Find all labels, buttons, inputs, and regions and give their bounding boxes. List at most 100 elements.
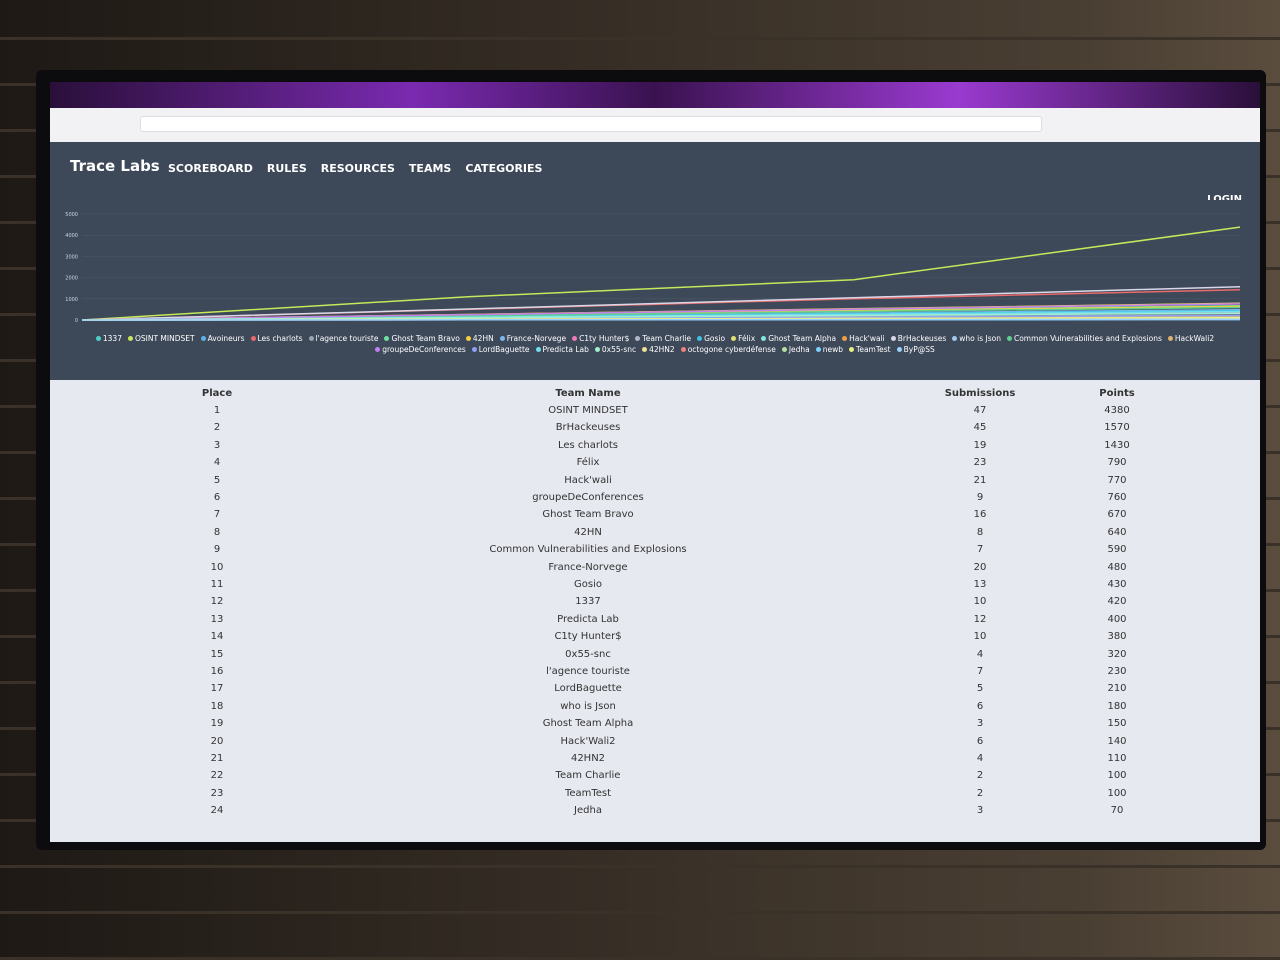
legend-swatch [308,336,314,341]
place: 4 [213,457,221,469]
points: 4380 [1104,405,1130,416]
nav-link[interactable]: RESOURCES [320,162,395,175]
submissions: 6 [976,700,984,712]
legend-swatch [535,347,541,352]
column-header: Team Name [555,388,621,399]
nav-link[interactable]: TEAMS [408,162,452,175]
legend-entry[interactable]: ByP@SS [896,345,935,354]
legend-swatch [849,347,855,352]
legend-entry[interactable]: TeamTest [849,345,891,354]
place: 11 [210,579,224,590]
legend-entry[interactable]: Jedha [781,345,810,354]
legend-entry[interactable]: France-Norvege [499,334,566,343]
legend-entry[interactable]: l'agence touriste [308,334,378,343]
legend-entry[interactable]: newb [815,345,843,354]
legend-entry[interactable]: Gosio [697,334,725,343]
legend-entry[interactable]: Les charlots [250,334,303,343]
team-name: l'agence touriste [546,666,630,677]
legend-entry[interactable]: HackWali2 [1167,334,1214,343]
legend-entry[interactable]: groupeDeConferences [375,345,466,354]
points: 770 [1107,474,1127,486]
points: 380 [1107,631,1127,643]
team-name: OSINT MINDSET [548,405,628,416]
login-link[interactable]: LOGIN [1207,194,1242,205]
submissions: 2 [976,770,984,782]
place: 17 [210,683,224,695]
nav-link[interactable]: CATEGORIES [465,162,543,175]
points: 150 [1107,718,1127,730]
legend-label: 0x55-snc [601,345,637,354]
submissions: 10 [973,631,987,643]
points: 480 [1107,561,1127,573]
place: 10 [210,561,224,573]
legend-entry[interactable]: Common Vulnerabilities and Explosions [1006,334,1162,343]
legend-swatch [842,336,848,341]
team-name: BrHackeuses [555,422,621,434]
legend-label: Hack'wali [849,334,885,343]
column-header: Place [201,388,233,399]
legend-swatch [680,347,686,352]
points: 400 [1107,613,1127,625]
legend-entry[interactable]: 0x55-snc [594,345,637,354]
legend-entry[interactable]: C1ty Hunter$ [572,334,629,343]
legend-entry[interactable]: Ghost Team Alpha [761,334,836,343]
browser-toolbar [50,108,1260,143]
team-name: LordBaguette [554,683,622,695]
points: 230 [1107,666,1127,677]
team-name: France-Norvege [548,561,628,573]
legend-swatch [471,347,477,352]
place: 23 [210,787,224,799]
legend-entry[interactable]: Ghost Team Bravo [384,334,460,343]
legend-entry[interactable]: Avoineurs [200,334,245,343]
legend-entry[interactable]: Hack'wali [842,334,885,343]
legend-entry[interactable]: octogone cyberdéfense [680,345,776,354]
legend-entry[interactable]: BrHackeuses [890,334,946,343]
team-name: 42HN2 [570,753,606,764]
legend-entry[interactable]: 42HN2 [642,345,675,354]
legend-entry[interactable]: Félix [731,334,755,343]
nav-link[interactable]: SCOREBOARD [168,162,253,175]
legend-label: 42HN [472,334,494,343]
submissions: 23 [973,457,987,469]
legend-entry[interactable]: 42HN [465,334,494,343]
team-name: 0x55-snc [565,648,611,660]
points: 670 [1107,509,1127,521]
legend-entry[interactable]: who is Json [952,334,1001,343]
legend-swatch [250,336,256,341]
legend-swatch [465,336,471,341]
legend-swatch [594,347,600,352]
y-tick-label: 4000 [65,233,78,239]
legend-label: Team Charlie [642,334,692,343]
legend-entry[interactable]: OSINT MINDSET [127,334,195,343]
legend-entry[interactable]: 1337 [95,334,122,343]
brand[interactable]: Trace Labs [70,157,160,175]
desktop-wallpaper [50,82,1260,108]
submissions: 47 [973,405,987,416]
team-name: Ghost Team Bravo [542,509,634,521]
legend-entry[interactable]: Team Charlie [635,334,691,343]
team-name: Hack'Wali2 [560,735,616,747]
url-bar[interactable] [140,116,1042,132]
place: 3 [213,439,221,451]
place: 13 [210,613,224,625]
submissions: 9 [976,492,984,503]
legend-label: Félix [738,334,756,343]
place: 12 [210,596,224,608]
submissions: 8 [976,526,984,538]
legend-swatch [499,336,505,341]
team-name: Predicta Lab [557,613,619,625]
series-line [81,226,1241,321]
team-name: C1ty Hunter$ [554,631,622,643]
place: 15 [210,648,224,660]
points: 70 [1110,805,1124,817]
points: 140 [1107,735,1127,747]
nav-link[interactable]: RULES [266,162,307,175]
legend-swatch [890,336,896,341]
legend-swatch [642,347,648,352]
points: 110 [1107,753,1127,764]
submissions: 7 [976,666,984,677]
place: 19 [210,718,224,730]
legend-entry[interactable]: LordBaguette [471,345,530,354]
legend-entry[interactable]: Predicta Lab [535,345,589,354]
legend-swatch [731,336,737,341]
